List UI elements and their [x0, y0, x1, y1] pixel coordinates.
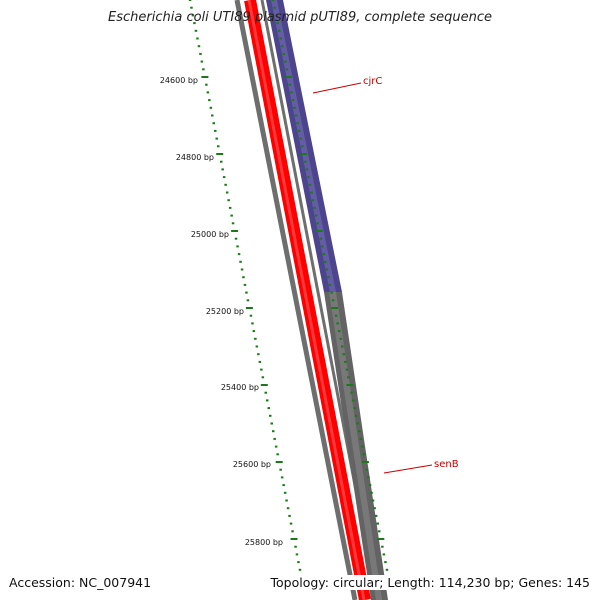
gene-label-senB[interactable]: senB	[434, 459, 459, 470]
tick-label-25800: 25800 bp	[245, 538, 283, 547]
tick-label-25000: 25000 bp	[191, 230, 229, 239]
outer-tick-marks	[271, 0, 389, 571]
tick-label-25400: 25400 bp	[221, 383, 259, 392]
map-title: Escherichia coli UTI89 plasmid pUTI89, c…	[108, 10, 492, 25]
gene-senB-highlight	[329, 292, 382, 600]
topology-summary: Topology: circular; Length: 114,230 bp; …	[270, 575, 590, 590]
cjrC-callout-line	[312, 82, 362, 94]
position-labels: 24600 bp 24800 bp 25000 bp 25200 bp 2540…	[160, 76, 283, 547]
inner-tick-marks	[188, 0, 302, 571]
tick-label-25200: 25200 bp	[206, 307, 244, 316]
tick-label-24600: 24600 bp	[160, 76, 198, 85]
gene-label-cjrC[interactable]: cjrC	[363, 76, 382, 87]
accession-text: Accession: NC_007941	[9, 575, 152, 590]
backbone-outer-line	[234, 0, 358, 600]
tick-label-24800: 24800 bp	[176, 153, 214, 162]
senB-callout-line	[383, 464, 433, 474]
tick-label-25600: 25600 bp	[233, 460, 271, 469]
backbone-highlight	[247, 0, 366, 600]
